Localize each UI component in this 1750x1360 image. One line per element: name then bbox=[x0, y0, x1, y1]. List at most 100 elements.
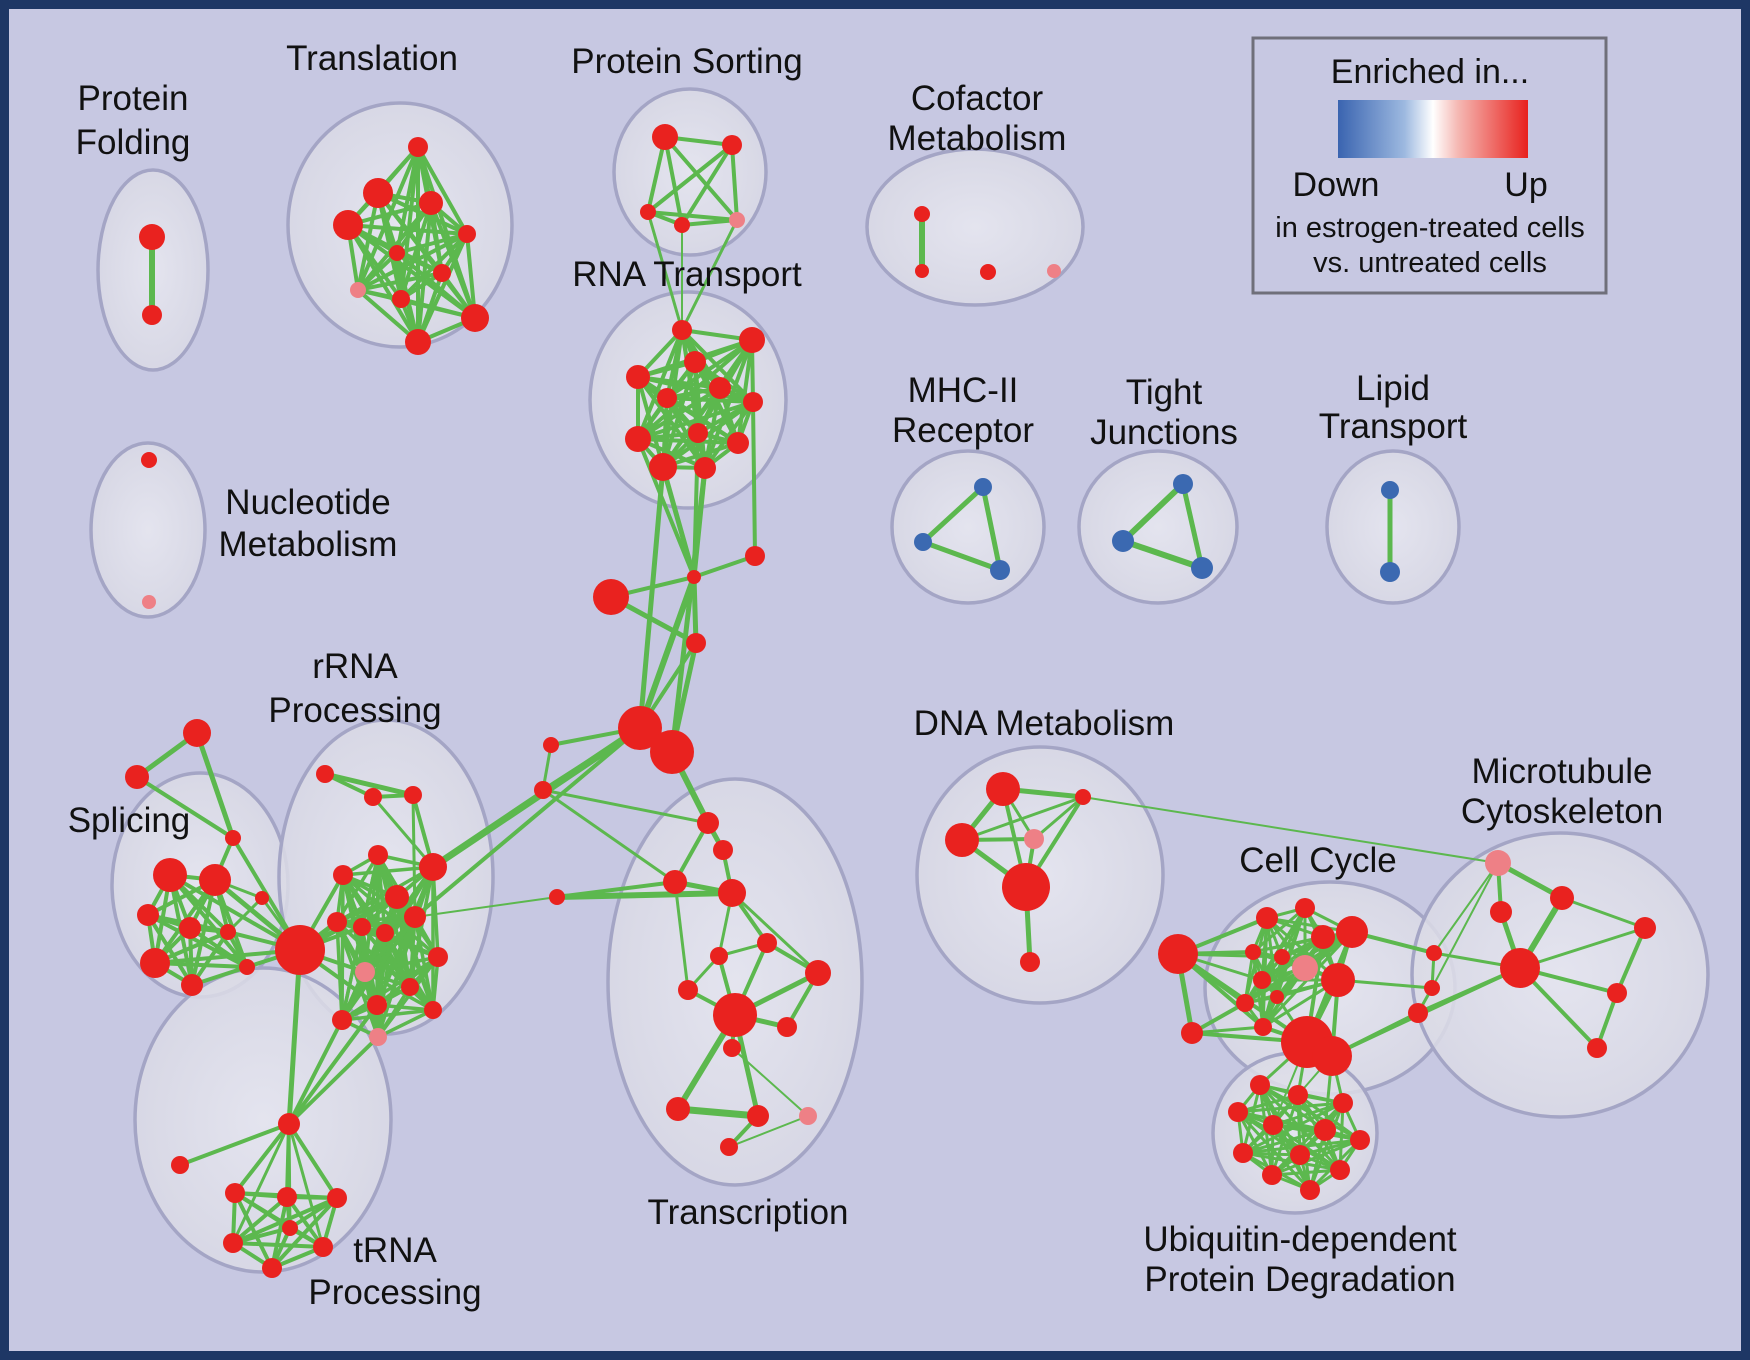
node-cc4 bbox=[1336, 916, 1368, 948]
node-c1 bbox=[687, 570, 701, 584]
node-c3 bbox=[593, 579, 629, 615]
cluster-ellipse-translation bbox=[286, 101, 514, 349]
network-edge bbox=[322, 771, 416, 798]
cluster-label-line: Nucleotide bbox=[225, 483, 390, 522]
network-edge bbox=[287, 1122, 339, 1200]
network-edge bbox=[730, 143, 739, 222]
cluster-label-line: Tight bbox=[1126, 373, 1203, 412]
node-cc5 bbox=[1245, 944, 1261, 960]
network-edge bbox=[146, 913, 249, 969]
network-edge bbox=[920, 539, 1003, 573]
node-tl10 bbox=[461, 304, 489, 332]
network-edge bbox=[541, 788, 677, 884]
cluster-label-line: Translation bbox=[286, 39, 458, 78]
node-ccp bbox=[1292, 955, 1318, 981]
network-edge bbox=[416, 201, 433, 344]
node-t8 bbox=[678, 980, 698, 1000]
cluster-label-transcription: Transcription bbox=[648, 1193, 849, 1232]
network-edge bbox=[371, 795, 435, 869]
node-mh2 bbox=[914, 533, 932, 551]
node-tl9 bbox=[392, 290, 410, 308]
node-rt7 bbox=[743, 392, 763, 412]
node-c4 bbox=[686, 633, 706, 653]
node-sl9 bbox=[239, 959, 255, 975]
network-edge bbox=[680, 218, 739, 227]
cluster-ellipse-tight-junctions bbox=[1077, 449, 1239, 605]
node-sl8 bbox=[255, 891, 269, 905]
network-edge bbox=[1236, 1101, 1345, 1114]
cluster-label-ubiquitin-dependent-protein-degradation: Ubiquitin-dependent Protein Degradation bbox=[1143, 1220, 1457, 1299]
cluster-label-rrna-processing: rRNA Processing bbox=[268, 647, 441, 730]
cluster-ellipse-mhc-ii-receptor bbox=[890, 449, 1046, 605]
network-edge bbox=[636, 328, 684, 441]
network-edge bbox=[395, 232, 469, 255]
network-edge bbox=[541, 788, 710, 825]
cluster-label-line: Protein Degradation bbox=[1144, 1260, 1455, 1299]
network-edge bbox=[636, 437, 740, 445]
node-mt2 bbox=[1490, 901, 1512, 923]
network-edge bbox=[413, 726, 642, 919]
node-lt2 bbox=[1380, 562, 1400, 582]
node-lt1 bbox=[1381, 481, 1399, 499]
node-d6 bbox=[1020, 952, 1040, 972]
node-d2 bbox=[1075, 789, 1091, 805]
network-edge bbox=[335, 920, 344, 1022]
node-tl8 bbox=[350, 282, 366, 298]
network-edge bbox=[376, 985, 412, 1039]
cluster-label-line: Transport bbox=[1319, 407, 1468, 446]
cluster-label-line: Folding bbox=[76, 123, 191, 162]
node-rr15 bbox=[332, 1010, 352, 1030]
node-tl2 bbox=[363, 178, 393, 208]
network-edge bbox=[636, 386, 722, 441]
cluster-label-line: Cell Cycle bbox=[1239, 841, 1397, 880]
network-edge bbox=[340, 955, 440, 1022]
node-cch2 bbox=[1312, 1036, 1352, 1076]
legend-down-label: Down bbox=[1293, 166, 1380, 204]
node-nm2 bbox=[142, 595, 156, 609]
node-d3 bbox=[945, 823, 979, 857]
cluster-label-line: MHC-II bbox=[908, 371, 1019, 410]
cluster-label-rna-transport: RNA Transport bbox=[572, 255, 802, 294]
legend-title: Enriched in... bbox=[1331, 53, 1529, 91]
node-t7 bbox=[805, 960, 831, 986]
cluster-label-splicing: Splicing bbox=[68, 801, 191, 840]
node-t14 bbox=[799, 1107, 817, 1125]
network-edge bbox=[1431, 862, 1499, 989]
node-sl2 bbox=[199, 864, 231, 896]
network-edge bbox=[1120, 538, 1205, 571]
network-edge bbox=[680, 328, 755, 404]
network-edge bbox=[636, 437, 696, 579]
network-edge bbox=[153, 961, 249, 969]
cluster-label-line: Metabolism bbox=[888, 119, 1067, 158]
network-edge bbox=[226, 896, 264, 934]
node-rt1 bbox=[672, 320, 692, 340]
network-edge bbox=[194, 730, 236, 841]
cluster-label-line: Metabolism bbox=[219, 525, 398, 564]
node-mtb bbox=[1500, 948, 1540, 988]
node-rr13 bbox=[401, 978, 419, 996]
network-edge bbox=[691, 574, 699, 646]
node-nm1 bbox=[141, 452, 157, 468]
network-edge bbox=[674, 1105, 762, 1120]
cluster-label-mhc-ii-receptor: MHC-II Receptor bbox=[892, 371, 1034, 450]
node-u5 bbox=[1263, 1115, 1283, 1135]
cluster-label-line: Cofactor bbox=[911, 79, 1044, 118]
network-edge bbox=[1236, 1093, 1300, 1114]
node-ps5 bbox=[729, 212, 745, 228]
network-edge bbox=[1433, 862, 1499, 954]
node-cc1 bbox=[1256, 907, 1278, 929]
node-u6 bbox=[1314, 1119, 1336, 1141]
node-t12 bbox=[666, 1097, 690, 1121]
network-edge bbox=[1251, 906, 1307, 954]
node-rr6 bbox=[385, 885, 409, 909]
node-hub3 bbox=[275, 925, 325, 975]
network-edge bbox=[414, 896, 558, 918]
node-rr16 bbox=[424, 1001, 442, 1019]
network-edge bbox=[341, 865, 435, 877]
network-edge bbox=[270, 1196, 339, 1270]
node-rt12 bbox=[694, 457, 716, 479]
network-edge bbox=[669, 465, 708, 755]
node-cc2 bbox=[1295, 898, 1315, 918]
node-u9 bbox=[1290, 1145, 1310, 1165]
